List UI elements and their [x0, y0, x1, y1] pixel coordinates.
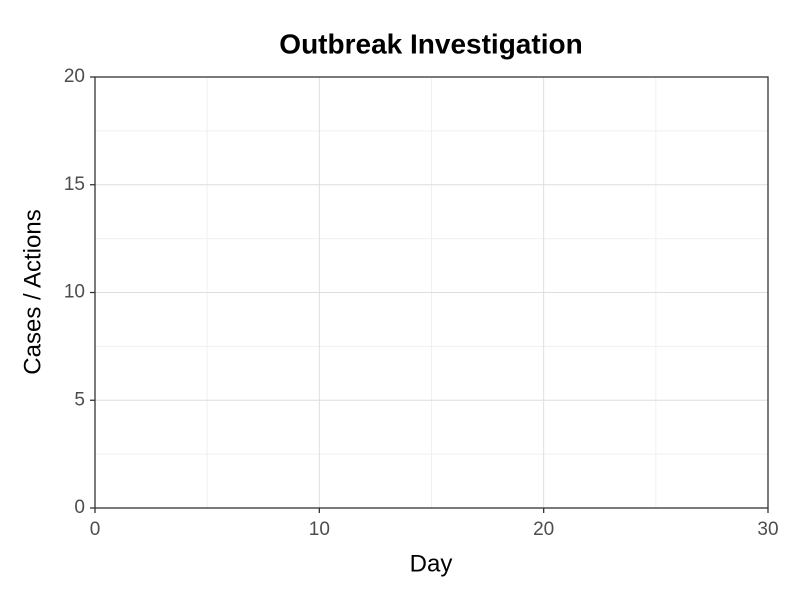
y-axis-title: Cases / Actions — [19, 209, 46, 374]
y-tick-label: 15 — [64, 174, 85, 195]
x-axis-title: Day — [410, 550, 453, 577]
y-tick-label: 0 — [74, 497, 85, 518]
y-tick-label: 5 — [74, 389, 85, 410]
y-tick-label: 10 — [64, 282, 85, 303]
x-tick-label: 20 — [533, 519, 554, 540]
x-tick-label: 30 — [757, 519, 778, 540]
y-tick-label: 20 — [64, 66, 85, 87]
x-tick-label: 10 — [309, 519, 330, 540]
x-tick-label: 0 — [90, 519, 101, 540]
chart-title: Outbreak Investigation — [279, 28, 582, 59]
